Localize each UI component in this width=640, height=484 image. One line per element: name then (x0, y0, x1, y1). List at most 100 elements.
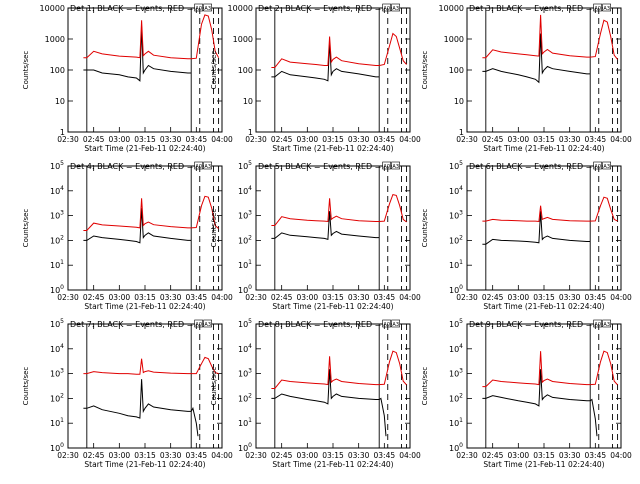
attenuator-marker: A3 (204, 6, 211, 12)
attenuator-marker: A0 (594, 6, 601, 12)
y-tick-label: 103 (50, 368, 64, 379)
panel-title: Det 3: BLACK = Events, RED = LLD (469, 4, 610, 13)
x-tick-label: 03:00 (297, 451, 319, 460)
y-tick-label: 1 (248, 128, 253, 137)
y-tick-label: 101 (449, 417, 463, 428)
x-tick-label: 02:30 (57, 135, 79, 144)
series-line-events (271, 369, 387, 437)
x-tick-label: 02:45 (83, 293, 105, 302)
attenuator-marker: A3 (392, 322, 399, 328)
y-tick-label: 102 (449, 234, 463, 245)
y-tick-label: 100 (238, 66, 253, 75)
y-tick-label: 105 (50, 318, 64, 329)
panel-title: Det 6: BLACK = Events, RED = LLD (469, 162, 610, 171)
x-tick-label: 03:30 (348, 293, 370, 302)
attenuator-marker: A0 (383, 164, 390, 170)
y-tick-label: 10000 (439, 4, 464, 13)
x-tick-label: 03:15 (533, 451, 555, 460)
y-axis-label: Counts/sec (210, 209, 218, 248)
attenuator-box (382, 3, 391, 12)
x-tick-label: 02:45 (83, 135, 105, 144)
x-axis-label: Start Time (21-Feb-11 02:24:40) (272, 144, 393, 153)
x-tick-label: 03:15 (134, 293, 156, 302)
attenuator-box (203, 161, 212, 170)
attenuator-marker: A3 (392, 6, 399, 12)
y-tick-label: 100 (50, 284, 64, 295)
y-tick-label: 101 (238, 417, 252, 428)
attenuator-box (382, 319, 391, 328)
y-tick-label: 102 (50, 392, 64, 403)
x-tick-label: 03:15 (134, 135, 156, 144)
y-axis-label: Counts/sec (22, 51, 30, 90)
attenuator-marker: A3 (603, 322, 610, 328)
x-tick-label: 03:45 (186, 293, 208, 302)
x-tick-label: 02:30 (57, 293, 79, 302)
x-tick-label: 03:00 (508, 451, 530, 460)
x-tick-label: 03:00 (109, 451, 131, 460)
x-tick-label: 03:30 (348, 135, 370, 144)
panel-title: Det 9: BLACK = Events, RED = LLD (469, 320, 610, 329)
x-tick-label: 03:45 (374, 293, 396, 302)
x-axis-label: Start Time (21-Feb-11 02:24:40) (483, 302, 604, 311)
y-tick-label: 1000 (233, 35, 253, 44)
attenuator-box (602, 319, 611, 328)
x-tick-label: 03:15 (533, 293, 555, 302)
attenuator-box (593, 161, 602, 170)
attenuator-marker: A0 (195, 322, 202, 328)
attenuator-box (194, 319, 203, 328)
panel-title: Det 2: BLACK = Events, RED = LLD (258, 4, 399, 13)
y-tick-label: 105 (238, 318, 252, 329)
attenuator-marker: A3 (603, 164, 610, 170)
x-tick-label: 04:00 (610, 293, 632, 302)
y-tick-label: 1 (60, 128, 65, 137)
attenuator-marker: A0 (383, 322, 390, 328)
x-axis-label: Start Time (21-Feb-11 02:24:40) (483, 144, 604, 153)
x-tick-label: 02:30 (245, 293, 267, 302)
attenuator-marker: A3 (204, 322, 211, 328)
x-tick-label: 03:45 (186, 135, 208, 144)
x-tick-label: 02:30 (456, 451, 478, 460)
plot-frame (255, 7, 411, 133)
x-tick-label: 02:45 (83, 451, 105, 460)
y-tick-label: 10 (243, 97, 253, 106)
x-tick-label: 04:00 (610, 451, 632, 460)
x-tick-label: 02:30 (245, 135, 267, 144)
y-tick-label: 100 (50, 442, 64, 453)
x-tick-label: 04:00 (399, 135, 421, 144)
y-tick-label: 102 (238, 392, 252, 403)
y-axis-label: Counts/sec (421, 51, 429, 90)
plot-frame (255, 165, 411, 291)
x-tick-label: 02:45 (271, 451, 293, 460)
attenuator-box (602, 3, 611, 12)
y-tick-label: 103 (238, 368, 252, 379)
y-axis-label: Counts/sec (22, 367, 30, 406)
series-line-lld (271, 194, 407, 226)
series-line-events (482, 33, 591, 84)
y-tick-label: 101 (449, 259, 463, 270)
y-tick-label: 101 (238, 259, 252, 270)
y-axis-label: Counts/sec (421, 209, 429, 248)
x-tick-label: 02:45 (482, 293, 504, 302)
y-tick-label: 102 (449, 392, 463, 403)
panel-title: Det 4: BLACK = Events, RED = LLD (70, 162, 211, 171)
attenuator-box (194, 3, 203, 12)
y-tick-label: 100 (238, 442, 252, 453)
y-tick-label: 104 (50, 343, 64, 354)
x-tick-label: 04:00 (211, 293, 233, 302)
x-tick-label: 03:30 (559, 135, 581, 144)
y-tick-label: 100 (449, 284, 463, 295)
series-line-lld (271, 350, 407, 389)
panel-title: Det 7: BLACK = Events, RED = LLD (70, 320, 211, 329)
x-tick-label: 04:00 (399, 451, 421, 460)
x-tick-label: 02:45 (271, 293, 293, 302)
x-tick-label: 03:00 (297, 293, 319, 302)
y-tick-label: 105 (449, 160, 463, 171)
y-tick-label: 104 (449, 343, 463, 354)
plot-frame (255, 323, 411, 449)
x-tick-label: 03:15 (322, 293, 344, 302)
